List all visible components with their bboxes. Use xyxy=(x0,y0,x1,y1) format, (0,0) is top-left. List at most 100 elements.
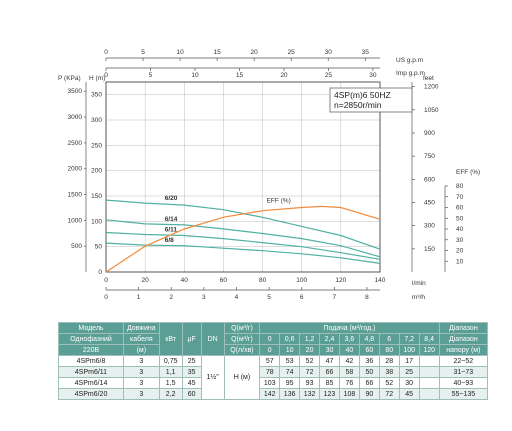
tick-label-lmin: 120 xyxy=(335,277,346,284)
tick-label-head-m: 150 xyxy=(91,193,102,200)
tick-label-m3h: 0 xyxy=(104,294,108,301)
curve-label: EFF (%) xyxy=(267,197,291,204)
header-q-m3h: 3,6 xyxy=(338,333,360,345)
tick-label-pressure: 3000 xyxy=(68,114,83,121)
cell-head: 45 xyxy=(398,388,420,400)
head-curve xyxy=(105,231,381,260)
cell-head: 108 xyxy=(338,388,360,400)
header-uf: μF xyxy=(181,322,202,356)
cell-h-label: H (м) xyxy=(223,355,261,400)
tick-label-head-m: 350 xyxy=(91,92,102,99)
cell-range: 40~93 xyxy=(438,377,489,389)
cell-head: 76 xyxy=(338,377,360,389)
axis-label-impgpm: Imp g.p.m xyxy=(396,70,425,77)
cell-head: 30 xyxy=(398,377,420,389)
plot-frame xyxy=(105,81,381,273)
cell-head: 52 xyxy=(299,355,321,367)
cell-head: 25 xyxy=(398,366,420,378)
header-q-lmin: 60 xyxy=(358,344,380,356)
cell-head-blank xyxy=(418,377,440,389)
tick-label-lmin: 0 xyxy=(104,277,108,284)
header-flow: Подача (м³/год.) xyxy=(259,322,440,334)
cell-head: 72 xyxy=(378,388,400,400)
tick-label-usgpm: 35 xyxy=(362,49,370,56)
cell-head: 93 xyxy=(299,377,321,389)
tick-label-eff: 80 xyxy=(456,183,464,190)
cell-model: 4SPm6/20 xyxy=(58,388,124,400)
cell-range: 31~73 xyxy=(438,366,489,378)
tick-label-usgpm: 0 xyxy=(104,49,108,56)
tick-label-feet: 750 xyxy=(424,153,435,160)
cell-head: 52 xyxy=(378,377,400,389)
axis-label-feet: feet xyxy=(423,75,434,82)
tick-label-eff: 70 xyxy=(456,194,464,201)
header-q-lmin: 80 xyxy=(378,344,400,356)
cell-head-blank xyxy=(418,366,440,378)
cell-head: 58 xyxy=(338,366,360,378)
tick-label-usgpm: 30 xyxy=(325,49,333,56)
chart-title: 4SP(m)6 50HZ xyxy=(334,90,391,100)
tick-label-impgpm: 0 xyxy=(104,72,108,79)
tick-label-head-m: 200 xyxy=(91,168,102,175)
cell-head: 103 xyxy=(259,377,281,389)
head-curve xyxy=(105,242,381,264)
header-q-lmin: 10 xyxy=(279,344,301,356)
tick-label-impgpm: 5 xyxy=(149,72,153,79)
cell-head: 57 xyxy=(259,355,281,367)
header-q-lmin: 120 xyxy=(418,344,440,356)
tick-label-impgpm: 15 xyxy=(236,72,244,79)
header-q-lmin-label: Q(л/хв) xyxy=(223,344,261,356)
tick-label-feet: 600 xyxy=(424,176,435,183)
curve-label: 6/20 xyxy=(165,195,178,202)
cell-head: 17 xyxy=(398,355,420,367)
tick-label-impgpm: 20 xyxy=(280,72,288,79)
tick-label-m3h: 7 xyxy=(333,294,337,301)
tick-label-lmin: 80 xyxy=(259,277,267,284)
header-model: Модель xyxy=(58,322,124,334)
header-dn: DN xyxy=(200,322,225,356)
cell-head: 38 xyxy=(378,366,400,378)
tick-label-eff: 10 xyxy=(456,258,464,265)
tick-label-m3h: 1 xyxy=(137,294,141,301)
cell-cable: 3 xyxy=(123,388,160,400)
tick-label-eff: 30 xyxy=(456,237,464,244)
table-row: 4SPm6/8 3 0,75 25 1½" H (м) 57 53 52 47 42 36 28 17 22… xyxy=(58,355,489,400)
tick-label-feet: 1200 xyxy=(424,84,439,91)
tick-label-pressure: 1000 xyxy=(68,217,83,224)
tick-label-impgpm: 25 xyxy=(325,72,333,79)
pump-spec-table: Модель Довжина кВт μF DN Q(м³/г) Подача (м³/го… xyxy=(58,322,489,400)
title-box xyxy=(329,87,413,113)
cell-head: 74 xyxy=(279,366,301,378)
tick-label-lmin: 20 xyxy=(142,277,150,284)
table-row: 4SPm6/20 3 2,2 60 142 136 132 123 108 90 72 45 55~13… xyxy=(58,388,489,400)
header-model-phase: Однофазний xyxy=(58,333,124,345)
cell-head: 142 xyxy=(259,388,281,400)
tick-label-eff: 40 xyxy=(456,226,464,233)
curve-labels: 6/20 6/14 6/11 6/8 EFF (%) xyxy=(165,195,291,244)
cell-head-blank xyxy=(418,388,440,400)
cell-head: 95 xyxy=(279,377,301,389)
tick-label-feet: 150 xyxy=(424,246,435,253)
tick-label-usgpm: 5 xyxy=(141,49,145,56)
header-range: Діапазон xyxy=(438,322,489,334)
table-header-row: Однофазний кабеля Q(м³/г) 0 0,6 1,2 2,4 3,6 4,8 6… xyxy=(58,333,489,345)
tick-label-m3h: 5 xyxy=(267,294,271,301)
cell-uf: 45 xyxy=(181,377,202,389)
header-q-lmin: 0 xyxy=(259,344,281,356)
cell-dn: 1½" xyxy=(200,355,225,400)
tick-label-head-m: 300 xyxy=(91,117,102,124)
header-q-m3h: 1,2 xyxy=(299,333,321,345)
axis-label-m3h: m³/h xyxy=(412,294,425,301)
cell-head: 85 xyxy=(319,377,340,389)
tick-label-lmin: 140 xyxy=(375,277,386,284)
table-header-row: Модель Довжина кВт μF DN Q(м³/г) Подача (м³/го… xyxy=(58,322,489,356)
header-cable-unit: (м) xyxy=(123,344,160,356)
header-q-m3h: 7,2 xyxy=(398,333,420,345)
tick-label-feet: 300 xyxy=(424,223,435,230)
axis-label-usgpm: US g.p.m xyxy=(396,57,423,64)
cell-cable: 3 xyxy=(123,355,160,367)
header-range-unit: напору (м) xyxy=(438,344,489,356)
axes: 0 20 40 60 80 100 120 1405010015020025030035005… xyxy=(68,49,464,301)
cell-head: 50 xyxy=(358,366,380,378)
table-row: 4SPm6/11 3 1,1 35 78 74 72 66 58 50 38 25 31~73 xyxy=(58,366,489,378)
